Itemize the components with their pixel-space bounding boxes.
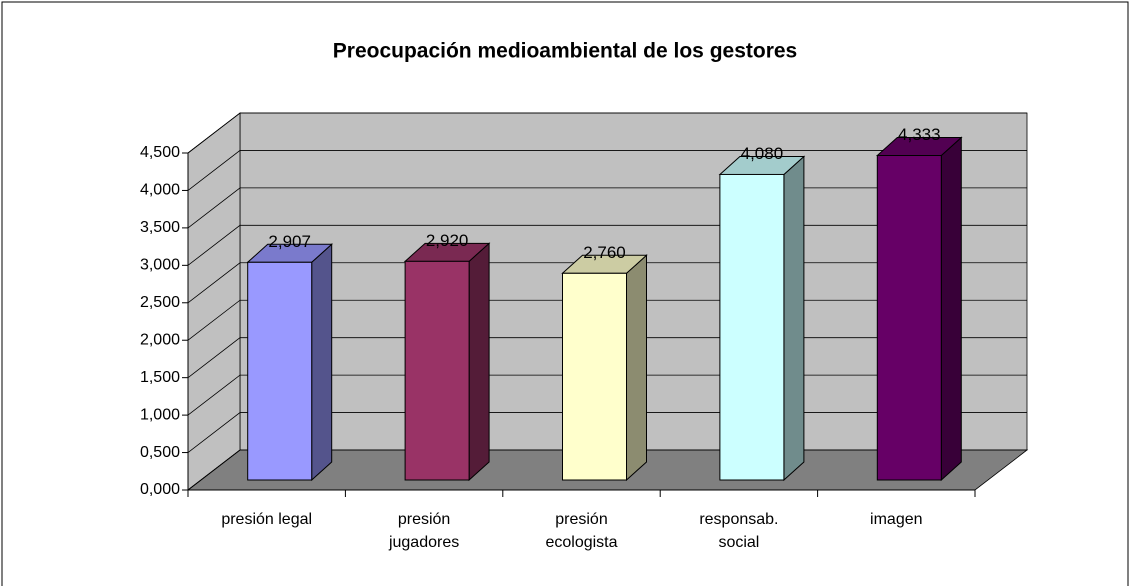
bar-side bbox=[311, 243, 333, 482]
y-tick-label: 0,500 bbox=[140, 444, 180, 461]
x-tick-label: presión ecologista bbox=[545, 511, 617, 551]
data-label: 2,907 bbox=[268, 232, 311, 251]
bar bbox=[719, 173, 785, 481]
data-label: 2,920 bbox=[426, 231, 469, 250]
x-tick-label: presión legal bbox=[221, 511, 312, 528]
grid-line bbox=[187, 150, 1027, 191]
y-tick-label: 1,500 bbox=[140, 369, 180, 386]
bar-side bbox=[940, 136, 962, 482]
bar-side bbox=[783, 155, 805, 482]
grid-line bbox=[187, 112, 1027, 154]
y-tick-label: 4,500 bbox=[140, 144, 180, 161]
x-tick-label: responsab. social bbox=[699, 511, 778, 551]
y-tick-label: 4,000 bbox=[140, 182, 180, 199]
data-label: 2,760 bbox=[583, 243, 626, 262]
chart-title: Preocupación medioambiental de los gesto… bbox=[333, 40, 797, 63]
y-tick-label: 2,500 bbox=[140, 294, 180, 311]
x-tick-label: presión jugadores bbox=[388, 511, 459, 551]
bar-side bbox=[468, 242, 490, 482]
y-tick-label: 3,000 bbox=[140, 257, 180, 274]
y-tick-label: 2,000 bbox=[140, 331, 180, 348]
bar bbox=[562, 272, 627, 481]
side-wall bbox=[187, 112, 241, 491]
y-tick-label: 0,000 bbox=[140, 481, 180, 498]
y-tick-label: 1,000 bbox=[140, 406, 180, 423]
data-label: 4,080 bbox=[741, 144, 784, 163]
bar-side bbox=[626, 254, 647, 482]
data-label: 4,333 bbox=[898, 125, 941, 144]
y-tick-label: 3,500 bbox=[140, 219, 180, 236]
bar bbox=[876, 155, 942, 481]
x-tick-label: imagen bbox=[870, 511, 922, 528]
bar bbox=[247, 261, 313, 481]
bar bbox=[404, 260, 470, 481]
